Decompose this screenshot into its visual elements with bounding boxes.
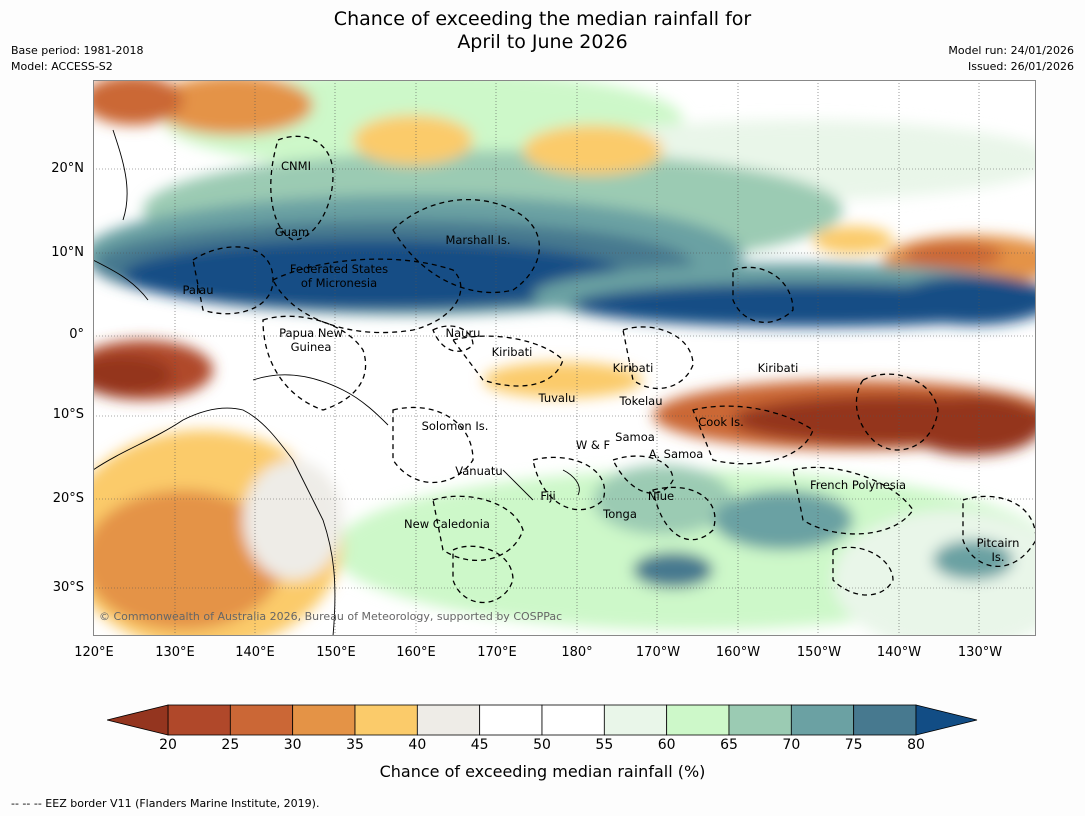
- label-vanuatu: Vanuatu: [455, 464, 502, 478]
- lon-tick-150w: 150°W: [796, 645, 842, 660]
- label-cnmi: CNMI: [281, 159, 311, 173]
- label-new-caledonia: New Caledonia: [404, 517, 490, 531]
- colorbar-label: 60: [657, 737, 676, 753]
- colorbar-cell: [728, 704, 792, 736]
- label-png-1: Papua New: [279, 326, 343, 340]
- colorbar-cell: [853, 704, 917, 736]
- colorbar-cell: [292, 704, 356, 736]
- label-tuvalu: Tuvalu: [538, 391, 576, 405]
- colorbar-cell: [603, 704, 668, 736]
- label-cook: Cook Is.: [698, 415, 743, 429]
- rainfall-field: [93, 80, 1036, 636]
- lon-tick-140e: 140°E: [235, 645, 275, 660]
- colorbar-cell: [229, 704, 294, 736]
- lat-tick-10s: 10°S: [52, 407, 84, 422]
- colorbar-cell: [790, 704, 855, 736]
- colorbar-label: 50: [533, 737, 551, 753]
- base-period: Base period: 1981-2018: [11, 44, 144, 57]
- map-frame: [93, 80, 1036, 636]
- colorbar-cell: [479, 704, 543, 736]
- label-nauru: Nauru: [446, 326, 481, 340]
- lon-tick-170e: 170°E: [477, 645, 517, 660]
- colorbar-high-extend: [915, 704, 978, 736]
- label-kiribati-west: Kiribati: [492, 345, 533, 359]
- label-tokelau: Tokelau: [619, 394, 663, 408]
- colorbar-label: 35: [346, 737, 364, 753]
- lat-tick-30s: 30°S: [52, 580, 84, 595]
- label-fsm-1: Federated States: [290, 262, 388, 276]
- lon-tick-130w: 130°W: [957, 645, 1003, 660]
- issued-date: Issued: 26/01/2026: [967, 60, 1074, 73]
- lat-tick-0: 0°: [69, 327, 84, 342]
- lon-tick-160w: 160°W: [715, 645, 761, 660]
- lon-tick-140w: 140°W: [876, 645, 922, 660]
- lon-tick-130e: 130°E: [155, 645, 195, 660]
- colorbar-cell: [541, 704, 605, 736]
- region-labels: CNMI Guam Marshall Is. Federated States …: [183, 159, 1020, 564]
- label-french-polynesia: French Polynesia: [810, 478, 906, 492]
- model-run: Model run: 24/01/2026: [948, 44, 1074, 57]
- label-samoa: Samoa: [615, 430, 655, 444]
- eez-legend-note: -- -- -- EEZ border V11 (Flanders Marine…: [11, 797, 320, 810]
- label-guam: Guam: [275, 225, 309, 239]
- rainfall-map: CNMI Guam Marshall Is. Federated States …: [93, 80, 1036, 636]
- label-fiji: Fiji: [540, 489, 555, 503]
- label-fsm-2: of Micronesia: [301, 276, 377, 290]
- colorbar-label: 25: [221, 737, 240, 753]
- label-solomon: Solomon Is.: [422, 419, 489, 433]
- label-pitcairn-2: Is.: [991, 550, 1004, 564]
- chart-title: Chance of exceeding the median rainfall …: [0, 8, 1085, 54]
- eez-borders: [192, 135, 1036, 603]
- lon-tick-150e: 150°E: [316, 645, 356, 660]
- colorbar-label: 75: [844, 737, 863, 753]
- label-tonga: Tonga: [602, 507, 637, 521]
- colorbar-cell: [354, 704, 418, 736]
- meta-left: Base period: 1981-2018 Model: ACCESS-S2: [11, 43, 143, 75]
- colorbar-label: 70: [782, 737, 801, 753]
- colorbar-label: 55: [595, 737, 614, 753]
- graticule: [93, 80, 1036, 636]
- label-kiribati-east: Kiribati: [758, 361, 799, 375]
- label-palau: Palau: [183, 283, 214, 297]
- colorbar: [107, 704, 978, 736]
- colorbar-label: 80: [907, 737, 925, 753]
- model-name: Model: ACCESS-S2: [11, 60, 113, 73]
- lon-tick-180: 180°: [561, 645, 593, 660]
- label-pitcairn-1: Pitcairn: [977, 536, 1020, 550]
- colorbar-cell: [167, 704, 231, 736]
- label-marshall: Marshall Is.: [445, 233, 510, 247]
- colorbar-label: 65: [720, 737, 738, 753]
- colorbar-low-extend: [107, 704, 169, 736]
- colorbar-label: 45: [470, 737, 489, 753]
- lat-tick-10n: 10°N: [51, 245, 84, 260]
- lat-tick-20n: 20°N: [51, 161, 84, 176]
- coastlines: [93, 129, 580, 636]
- colorbar-label: 40: [408, 737, 427, 753]
- colorbar-title: Chance of exceeding median rainfall (%): [379, 762, 706, 781]
- title-line-1: Chance of exceeding the median rainfall …: [333, 8, 752, 30]
- title-line-2: April to June 2026: [457, 31, 628, 53]
- label-kiribati-central: Kiribati: [613, 361, 654, 375]
- colorbar-cell: [416, 704, 481, 736]
- colorbar-label: 30: [283, 737, 302, 753]
- lon-tick-120e: 120°E: [74, 645, 114, 660]
- label-wallis-futuna: W & F: [576, 438, 610, 452]
- colorbar-cell: [666, 704, 730, 736]
- label-niue: Niue: [648, 489, 674, 503]
- copyright-notice: © Commonwealth of Australia 2026, Bureau…: [99, 610, 562, 623]
- lat-tick-20s: 20°S: [52, 491, 84, 506]
- meta-right: Model run: 24/01/2026 Issued: 26/01/2026: [948, 43, 1074, 75]
- label-png-2: Guinea: [291, 340, 332, 354]
- label-american-samoa: A. Samoa: [649, 447, 704, 461]
- lon-tick-160e: 160°E: [396, 645, 436, 660]
- colorbar-label: 20: [159, 737, 177, 753]
- lon-tick-170w: 170°W: [635, 645, 681, 660]
